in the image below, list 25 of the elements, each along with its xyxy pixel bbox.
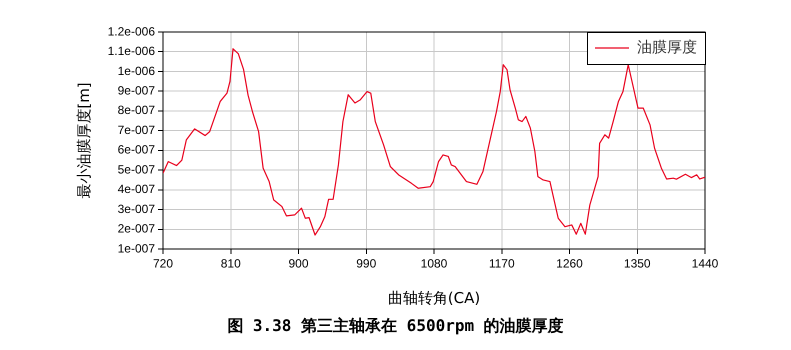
x-tick-label: 810 [220,256,242,271]
x-tick-label: 900 [288,256,309,271]
y-tick-label: 1.2e-006 [108,24,156,38]
text: 图 3.38 第三主轴承在 6500rpm 的油膜厚度 [226,316,565,337]
y-tick-label: 5e-007 [118,162,156,176]
y-tick-label: 6e-007 [118,142,156,157]
y-tick-label: 4e-007 [118,182,156,196]
x-tick-label: 1260 [556,256,584,271]
y-tick-label: 7e-007 [118,122,156,137]
y-tick-label: 3e-007 [118,202,156,216]
x-tick-label: 1440 [692,256,719,271]
y-axis-title: 最小油膜厚度[m] [74,82,93,199]
y-tick-label: 1e-007 [118,241,156,256]
legend-label: 油膜厚度 [637,38,697,56]
x-tick-label: 990 [356,256,377,271]
x-tick-label: 1170 [488,256,515,271]
y-tick-label: 9e-007 [118,83,156,98]
y-tick-label: 8e-007 [118,103,156,118]
x-tick-label: 1080 [420,256,448,271]
y-tick-label: 1.1e-006 [108,44,156,58]
x-tick-label: 720 [152,256,174,271]
y-tick-label: 2e-007 [118,222,156,236]
y-tick-label: 1e-006 [118,64,156,78]
x-axis-title: 曲轴转角(CA) [388,288,480,307]
x-tick-label: 1350 [624,256,651,271]
